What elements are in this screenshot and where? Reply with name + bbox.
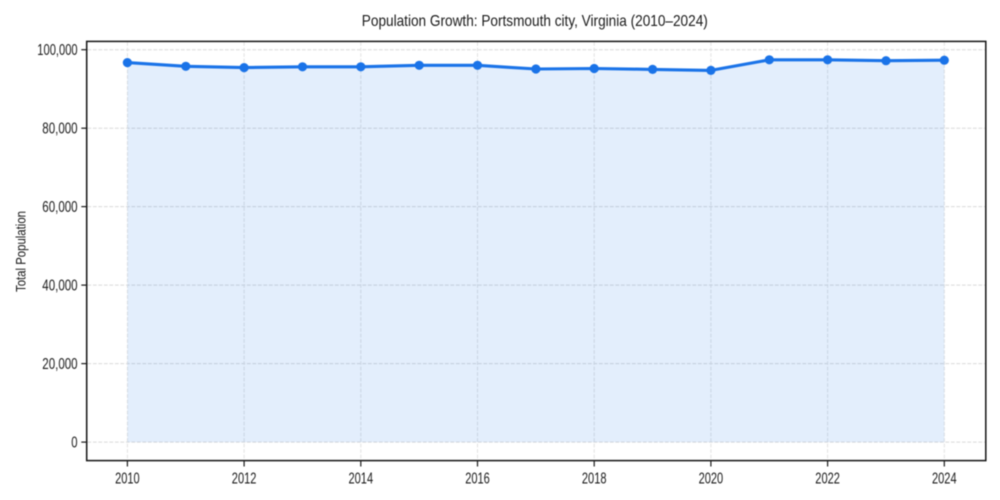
svg-text:2022: 2022 [815, 470, 840, 487]
svg-text:80,000: 80,000 [42, 121, 77, 138]
svg-text:2010: 2010 [115, 470, 140, 487]
svg-text:2018: 2018 [582, 470, 607, 487]
svg-text:60,000: 60,000 [42, 199, 77, 216]
svg-text:2020: 2020 [699, 470, 724, 487]
svg-text:2012: 2012 [232, 470, 257, 487]
svg-text:Population Growth: Portsmouth: Population Growth: Portsmouth city, Virg… [362, 13, 708, 30]
svg-text:2014: 2014 [349, 470, 374, 487]
svg-text:20,000: 20,000 [42, 356, 77, 373]
svg-text:2016: 2016 [465, 470, 490, 487]
svg-text:2024: 2024 [932, 470, 957, 487]
svg-text:Total Population: Total Population [13, 211, 29, 292]
svg-text:100,000: 100,000 [37, 42, 77, 59]
svg-text:40,000: 40,000 [42, 278, 77, 295]
svg-text:0: 0 [71, 435, 77, 452]
